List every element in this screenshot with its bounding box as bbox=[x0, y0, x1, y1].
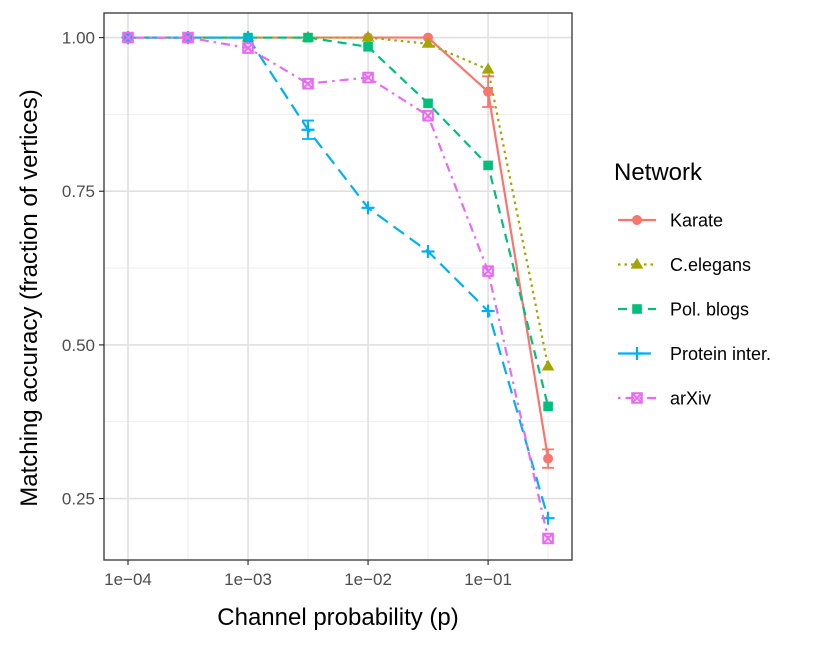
point-protein-inter bbox=[481, 304, 495, 318]
legend-items: Karate C.elegans Pol. blogs Protein inter. a… bbox=[618, 211, 771, 409]
point-c-elegans bbox=[481, 62, 495, 74]
point-protein-inter bbox=[301, 123, 315, 137]
point-arxiv bbox=[422, 109, 434, 122]
y-tick-label: 0.25 bbox=[62, 490, 95, 509]
x-tick-label: 1e−02 bbox=[344, 570, 392, 589]
legend-key-marker bbox=[631, 392, 643, 404]
point-pol-blogs bbox=[423, 98, 433, 109]
legend-key-marker bbox=[632, 215, 642, 225]
point-protein-inter bbox=[361, 201, 375, 215]
legend-label: Karate bbox=[670, 211, 723, 231]
point-protein-inter bbox=[241, 31, 255, 45]
point-arxiv bbox=[242, 42, 254, 54]
legend-label: Pol. blogs bbox=[670, 300, 749, 320]
point-arxiv bbox=[362, 71, 374, 84]
axis-ticks bbox=[99, 36, 489, 565]
legend-item-arxiv: arXiv bbox=[618, 389, 711, 409]
point-arxiv bbox=[302, 77, 314, 90]
legend-label: arXiv bbox=[670, 389, 711, 409]
series-line-arxiv bbox=[128, 36, 550, 539]
legend-key-marker bbox=[632, 304, 642, 314]
point-protein-inter bbox=[421, 244, 435, 258]
point-c-elegans bbox=[421, 36, 435, 48]
point-arxiv bbox=[182, 31, 194, 44]
legend-label: C.elegans bbox=[670, 255, 751, 275]
point-karate bbox=[543, 453, 554, 464]
legend-item-pol-blogs: Pol. blogs bbox=[618, 300, 749, 320]
legend-title: Network bbox=[614, 159, 703, 186]
legend-item-protein-inter: Protein inter. bbox=[618, 344, 771, 364]
point-karate bbox=[483, 86, 494, 97]
panel-border bbox=[103, 12, 573, 561]
point-pol-blogs bbox=[543, 401, 553, 412]
point-arxiv bbox=[482, 265, 494, 277]
y-tick-labels: 0.25 0.50 0.75 1.00 bbox=[62, 29, 95, 509]
point-pol-blogs bbox=[363, 42, 373, 52]
point-arxiv bbox=[122, 31, 134, 44]
series-line-protein-inter bbox=[128, 36, 550, 519]
point-arxiv bbox=[542, 532, 554, 545]
y-axis-title: Matching accuracy (fraction of vertices) bbox=[16, 89, 43, 506]
x-tick-labels: 1e−04 1e−03 1e−02 1e−01 bbox=[104, 570, 512, 589]
point-c-elegans bbox=[361, 30, 375, 42]
series-layer bbox=[121, 30, 555, 545]
y-tick-label: 0.75 bbox=[62, 182, 95, 201]
legend-item-karate: Karate bbox=[618, 211, 723, 231]
legend-key-marker bbox=[630, 257, 644, 269]
y-tick-label: 1.00 bbox=[62, 29, 95, 48]
point-c-elegans bbox=[541, 359, 555, 371]
series-line-pol-blogs bbox=[128, 36, 550, 407]
legend-item-c-elegans: C.elegans bbox=[618, 255, 751, 275]
x-axis-title: Channel probability (p) bbox=[217, 604, 458, 631]
legend: Network Karate C.elegans Pol. blogs Protein… bbox=[614, 159, 771, 409]
series-line-c-elegans bbox=[128, 36, 550, 367]
legend-label: Protein inter. bbox=[670, 344, 771, 364]
x-tick-label: 1e−04 bbox=[104, 570, 152, 589]
y-tick-label: 0.50 bbox=[62, 336, 95, 355]
point-pol-blogs bbox=[483, 160, 493, 171]
series-arxiv bbox=[122, 31, 554, 545]
x-tick-label: 1e−03 bbox=[224, 570, 272, 589]
legend-key-marker bbox=[630, 347, 644, 360]
x-tick-label: 1e−01 bbox=[464, 570, 512, 589]
point-pol-blogs bbox=[303, 32, 313, 43]
